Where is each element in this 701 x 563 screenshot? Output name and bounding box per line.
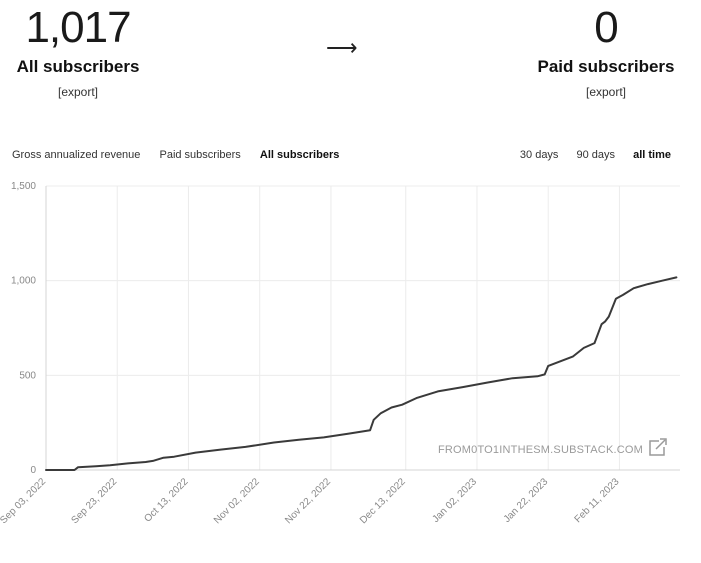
x-tick-label: Feb 11, 2023 — [573, 476, 622, 525]
arrow-right-icon: ⟶ — [326, 35, 358, 60]
y-tick-label: 1,500 — [11, 181, 36, 192]
tab-30-days[interactable]: 30 days — [519, 149, 559, 161]
paid-subscribers-label: Paid subscribers — [537, 57, 675, 76]
all-subscribers-count: 1,017 — [25, 3, 131, 52]
metric-tabs: Gross annualized revenue Paid subscriber… — [12, 149, 355, 161]
paid-subscribers-stat: 0 Paid subscribers [export] — [530, 2, 682, 101]
x-tick-label: Jan 22, 2023 — [502, 476, 551, 525]
y-tick-label: 500 — [19, 370, 36, 381]
chart-grid — [45, 185, 680, 470]
y-tick-label: 0 — [30, 465, 36, 476]
tab-paid-subscribers[interactable]: Paid subscribers — [159, 149, 241, 161]
series-line — [45, 276, 678, 471]
tab-gross-annualized-revenue[interactable]: Gross annualized revenue — [12, 149, 141, 161]
tab-all-time[interactable]: all time — [633, 149, 671, 161]
tab-90-days[interactable]: 90 days — [576, 149, 616, 161]
all-subscribers-label: All subscribers — [16, 57, 140, 76]
watermark: FROM0TO1INTHESM.SUBSTACK.COM — [438, 438, 667, 456]
external-link-icon[interactable] — [649, 438, 667, 456]
x-tick-label: Nov 02, 2022 — [212, 476, 262, 526]
all-subscribers-export-link[interactable]: [export] — [57, 85, 99, 99]
summary-stats: 1,017 All subscribers [export] ⟶ 0 Paid … — [0, 0, 701, 120]
range-tabs: 30 days 90 days all time — [505, 149, 671, 161]
watermark-text: FROM0TO1INTHESM.SUBSTACK.COM — [438, 444, 643, 456]
x-tick-label: Nov 22, 2022 — [283, 476, 333, 526]
tab-all-subscribers[interactable]: All subscribers — [259, 149, 340, 161]
x-tick-label: Sep 23, 2022 — [70, 476, 120, 526]
x-tick-label: Dec 13, 2022 — [358, 476, 408, 526]
subscribers-chart: 0 500 1,000 1,500 Sep 03, 2022 Sep 23, 2022 Oc… — [0, 181, 680, 526]
all-subscribers-stat: 1,017 All subscribers [export] — [4, 2, 152, 101]
x-tick-label: Sep 03, 2022 — [0, 476, 48, 526]
y-tick-label: 1,000 — [11, 276, 36, 287]
chart-series — [45, 276, 678, 471]
x-tick-label: Jan 02, 2023 — [430, 476, 479, 525]
paid-subscribers-count: 0 — [594, 3, 618, 52]
x-tick-label: Oct 13, 2022 — [142, 476, 191, 525]
paid-subscribers-export-link[interactable]: [export] — [585, 85, 627, 99]
